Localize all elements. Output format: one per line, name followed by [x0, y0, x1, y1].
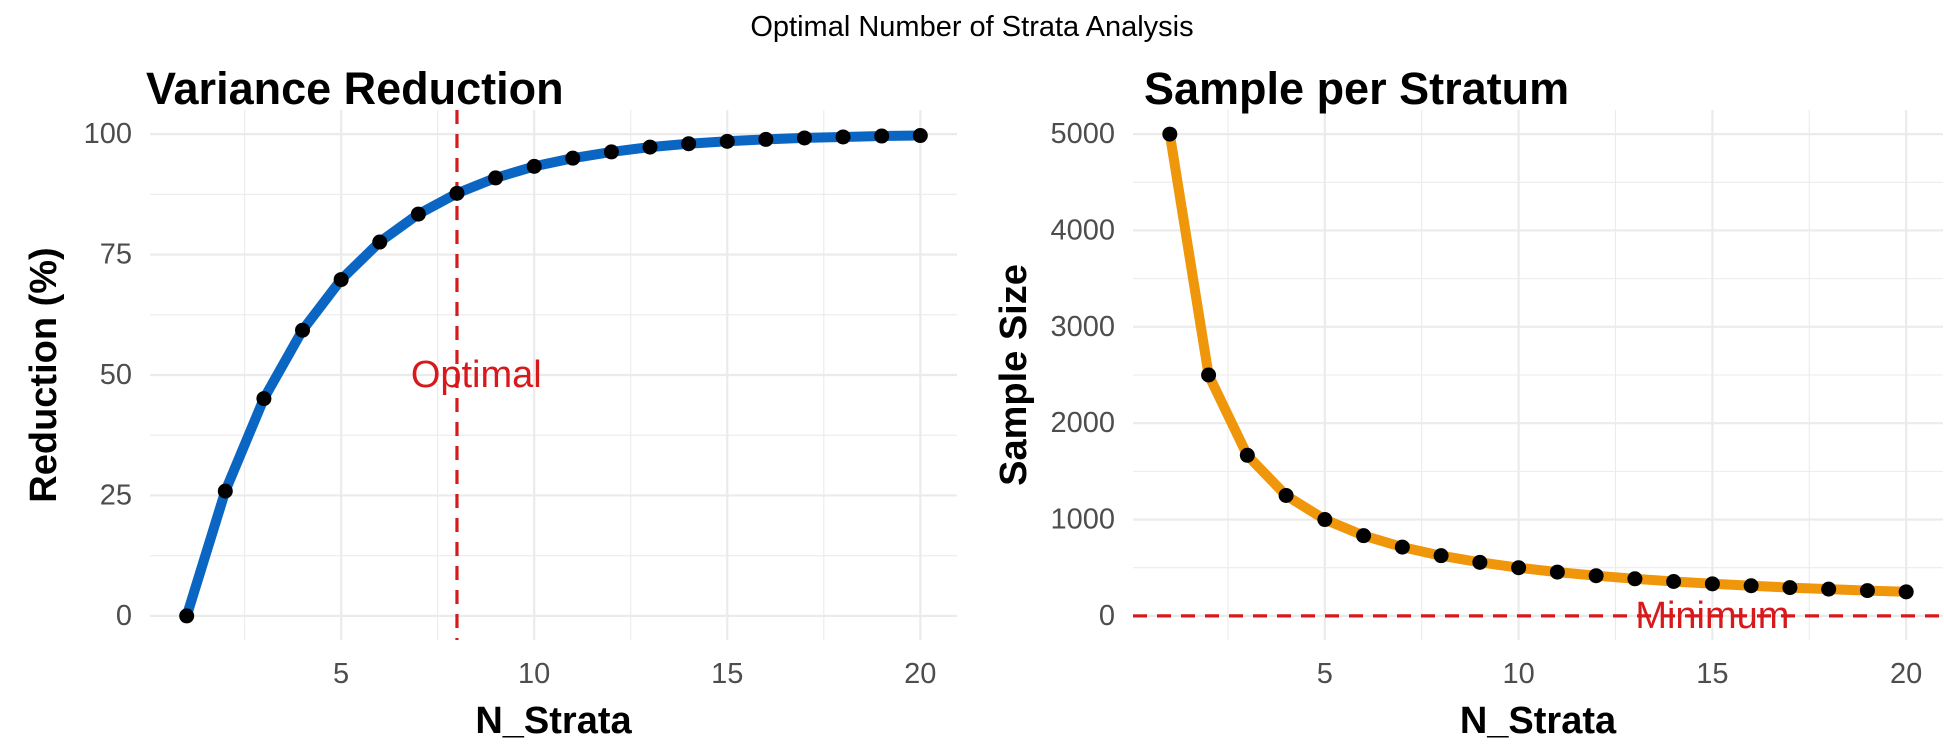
- data-point: [526, 158, 542, 174]
- x-tick-label: 15: [711, 658, 743, 690]
- sample-per-stratum-y-axis-label: Sample Size: [993, 264, 1035, 486]
- data-point: [1472, 554, 1488, 570]
- sample-per-stratum-tick-labels: 5 10 15 20 0 1000 2000 3000 4000 5000: [1050, 118, 1922, 690]
- data-point: [835, 129, 851, 145]
- data-point: [372, 234, 388, 250]
- y-tick-label: 5000: [1050, 118, 1115, 150]
- data-point: [256, 391, 272, 407]
- x-tick-label: 5: [1317, 658, 1333, 690]
- data-point: [1162, 126, 1178, 142]
- y-tick-label: 0: [1099, 600, 1115, 632]
- figure-suptitle: Optimal Number of Strata Analysis: [750, 11, 1193, 43]
- data-point: [217, 483, 233, 499]
- data-point: [719, 133, 735, 149]
- data-point: [1394, 539, 1410, 555]
- data-point: [565, 150, 581, 166]
- data-point: [912, 128, 928, 144]
- data-point: [1239, 447, 1255, 463]
- x-tick-label: 20: [1890, 658, 1922, 690]
- sample-per-stratum-panel: 5 10 15 20 0 1000 2000 3000 4000 5000 Sample per …: [993, 63, 1943, 742]
- data-point: [449, 185, 465, 201]
- y-tick-label: 1000: [1050, 504, 1115, 536]
- series-line: [1164, 129, 1912, 597]
- x-tick-label: 10: [1502, 658, 1534, 690]
- x-tick-label: 15: [1696, 658, 1728, 690]
- data-point: [1782, 580, 1798, 596]
- data-point: [179, 608, 195, 624]
- data-point: [796, 130, 812, 146]
- x-tick-label: 10: [518, 658, 550, 690]
- data-point: [1821, 581, 1837, 597]
- y-tick-label: 75: [100, 239, 132, 271]
- variance-reduction-marks: [179, 128, 928, 624]
- variance-reduction-gridlines: [150, 110, 957, 640]
- data-point: [1588, 568, 1604, 584]
- y-tick-label: 50: [100, 359, 132, 391]
- y-tick-label: 3000: [1050, 311, 1115, 343]
- sample-per-stratum-title: Sample per Stratum: [1144, 63, 1569, 114]
- variance-reduction-y-axis-label: Reduction (%): [23, 247, 65, 502]
- data-point: [1549, 564, 1565, 580]
- sample-per-stratum-marks: [1162, 126, 1914, 600]
- variance-reduction-annotation: Optimal: [411, 354, 542, 396]
- data-point: [681, 136, 697, 152]
- data-point: [1743, 578, 1759, 594]
- data-point: [1356, 528, 1372, 544]
- variance-reduction-title: Variance Reduction: [146, 63, 564, 114]
- sample-per-stratum-x-axis-label: N_Strata: [1460, 700, 1617, 742]
- data-point: [1278, 487, 1294, 503]
- data-point: [488, 170, 504, 186]
- x-tick-label: 5: [333, 658, 349, 690]
- data-point: [1317, 512, 1333, 528]
- variance-reduction-tick-labels: 5 10 15 20 0 25 50 75 100: [84, 118, 937, 690]
- y-tick-label: 0: [116, 600, 132, 632]
- data-point: [410, 206, 426, 222]
- data-point: [642, 139, 658, 155]
- data-point: [1666, 574, 1682, 590]
- x-tick-label: 20: [904, 658, 936, 690]
- sample-per-stratum-annotation: Minimum: [1635, 595, 1789, 637]
- data-point: [295, 322, 311, 338]
- variance-reduction-panel: 5 10 15 20 0 25 50 75 100 Variance Reduction N_S…: [23, 63, 957, 742]
- data-point: [1898, 584, 1914, 600]
- data-point: [1433, 548, 1449, 564]
- data-point: [333, 272, 349, 288]
- y-tick-label: 100: [84, 118, 132, 150]
- y-tick-label: 25: [100, 479, 132, 511]
- data-point: [1201, 367, 1217, 383]
- data-point: [603, 144, 619, 160]
- sample-per-stratum-gridlines: [1133, 110, 1943, 640]
- data-point: [1627, 571, 1643, 587]
- y-tick-label: 2000: [1050, 407, 1115, 439]
- y-tick-label: 4000: [1050, 214, 1115, 246]
- data-point: [1511, 560, 1527, 576]
- data-point: [1859, 583, 1875, 599]
- data-point: [874, 128, 890, 144]
- variance-reduction-x-axis-label: N_Strata: [475, 700, 632, 742]
- data-point: [1704, 576, 1720, 592]
- data-point: [758, 131, 774, 147]
